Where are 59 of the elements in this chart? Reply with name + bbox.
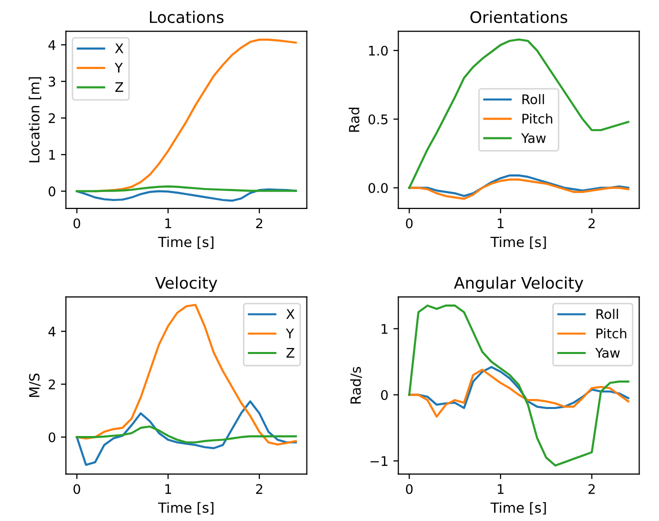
y-tick-label: 1 <box>49 150 55 160</box>
y-axis-title: Rad <box>348 108 360 132</box>
x-tick-label: 0 <box>406 484 413 494</box>
line-series <box>408 304 630 467</box>
y-axis-title: Rad/s <box>350 366 362 404</box>
x-tick-label: 0 <box>74 484 80 494</box>
legend-label: X <box>115 44 124 54</box>
x-tick-label: 2 <box>588 484 595 494</box>
legend-label: Roll <box>596 308 618 320</box>
chart-title: Velocity <box>155 276 218 292</box>
x-axis-title: Time [s] <box>490 502 546 515</box>
x-axis-title: Time [s] <box>158 502 214 515</box>
line-series <box>94 38 297 192</box>
y-tick-label: 3 <box>48 76 56 87</box>
line-series <box>76 188 297 202</box>
legend-label: Yaw <box>521 133 546 144</box>
legend-label: Pitch <box>596 328 626 338</box>
y-tick-label: 1.0 <box>369 46 388 56</box>
line-series <box>76 400 297 466</box>
y-axis-title: M/S <box>29 374 41 397</box>
y-axis-title: Location [m] <box>28 77 42 162</box>
line-series <box>408 368 630 418</box>
y-tick-label: 0.5 <box>368 114 388 124</box>
legend-label: Yaw <box>595 348 620 358</box>
legend-label: Roll <box>522 94 544 104</box>
y-tick-label: 0.0 <box>368 183 388 194</box>
line-series <box>76 425 297 444</box>
legend-label: Y <box>114 62 123 73</box>
legend-label: Z <box>115 82 124 92</box>
legend-label: Pitch <box>522 113 552 124</box>
x-tick-label: 1 <box>165 484 172 494</box>
chart-title: Angular Velocity <box>454 276 584 292</box>
y-tick-label: 2 <box>48 113 55 124</box>
legend-label: Y <box>286 328 294 338</box>
chart-title: Locations <box>150 10 224 24</box>
legend-label: Z <box>286 348 294 358</box>
y-tick-label: 4 <box>48 40 56 50</box>
x-tick-label: 0 <box>406 218 413 228</box>
x-tick-label: 0 <box>74 218 80 228</box>
y-tick-label: −1 <box>370 456 388 466</box>
line-series <box>408 38 630 189</box>
y-tick-label: 1 <box>382 324 388 334</box>
chart-title: Orientations <box>470 10 568 24</box>
x-tick-label: 1 <box>165 218 172 228</box>
x-tick-label: 1 <box>498 484 504 494</box>
y-tick-label: 0 <box>381 390 388 400</box>
y-tick-label: 0 <box>48 432 56 442</box>
x-tick-label: 1 <box>498 218 504 228</box>
y-tick-label: 2 <box>48 379 55 390</box>
line-series <box>76 304 297 446</box>
y-tick-label: 4 <box>48 326 56 336</box>
line-series <box>408 178 630 200</box>
x-axis-title: Time [s] <box>490 236 546 249</box>
legend-label: X <box>286 309 295 319</box>
x-axis-title: Time [s] <box>158 236 214 249</box>
x-tick-label: 2 <box>256 218 262 228</box>
x-tick-label: 2 <box>256 484 262 494</box>
y-tick-label: 0 <box>48 186 56 196</box>
x-tick-label: 2 <box>588 218 595 228</box>
